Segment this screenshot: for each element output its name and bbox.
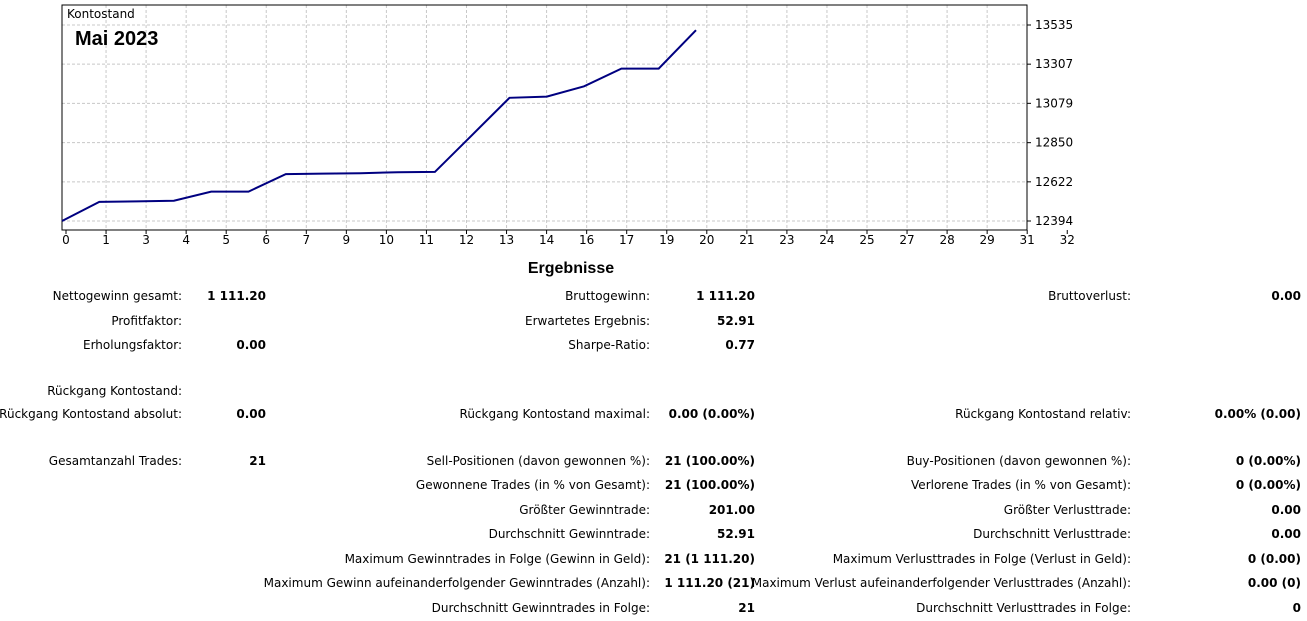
- x-tick-label: 10: [379, 233, 394, 247]
- average-consecutive-wins-label: Durchschnitt Gewinntrades in Folge:: [431, 601, 650, 615]
- max-consecutive-losses-label: Maximum Verlusttrades in Folge (Verlust …: [832, 552, 1131, 566]
- profit-trades-value: 21 (100.00%): [664, 478, 755, 492]
- total-trades-value: 21: [249, 454, 266, 468]
- x-tick-label: 31: [1020, 233, 1035, 247]
- largest-profit-trade-value: 201.00: [708, 503, 755, 517]
- loss-trades-label: Verlorene Trades (in % von Gesamt):: [911, 478, 1131, 492]
- expected-payoff-value: 52.91: [717, 314, 755, 328]
- x-tick-label: 32: [1060, 233, 1075, 247]
- gross-profit-label: Bruttogewinn:: [565, 289, 650, 303]
- x-tick-label: 21: [739, 233, 754, 247]
- balance-drawdown-absolute-value: 0.00: [236, 407, 266, 421]
- largest-loss-trade-label: Größter Verlusttrade:: [1003, 503, 1131, 517]
- expected-payoff-label: Erwartetes Ergebnis:: [524, 314, 650, 328]
- x-tick-label: 27: [899, 233, 914, 247]
- average-consecutive-losses-label: Durchschnitt Verlusttrades in Folge:: [916, 601, 1131, 615]
- x-tick-label: 0: [62, 233, 70, 247]
- average-consecutive-losses-value: 0: [1292, 601, 1301, 615]
- gross-loss-value: 0.00: [1271, 289, 1301, 303]
- x-tick-label: 6: [262, 233, 270, 247]
- x-tick-label: 9: [343, 233, 351, 247]
- x-tick-label: 7: [302, 233, 310, 247]
- average-profit-trade-label: Durchschnitt Gewinntrade:: [488, 527, 650, 541]
- x-tick-label: 23: [779, 233, 794, 247]
- x-tick-label: 14: [539, 233, 554, 247]
- balance-chart-svg: 0 1 3 4 5 6 7 9 10 11 12 13 14 16 17 19 20 21 23 24 25 27 28 29…: [61, 4, 1075, 247]
- max-consecutive-profit-label: Maximum Gewinn aufeinanderfolgender Gewi…: [263, 576, 650, 590]
- y-tick-label: 12394: [1035, 214, 1073, 228]
- balance-drawdown-maximal-value: 0.00 (0.00%): [668, 407, 755, 421]
- sharpe-ratio-label: Sharpe-Ratio:: [568, 338, 650, 352]
- x-tick-label: 12: [459, 233, 474, 247]
- sell-positions-value: 21 (100.00%): [664, 454, 755, 468]
- balance-drawdown-absolute-label: Rückgang Kontostand absolut:: [0, 407, 182, 421]
- y-tick-label: 13079: [1035, 96, 1073, 110]
- y-tick-label: 12850: [1035, 136, 1073, 150]
- x-tick-label: 16: [579, 233, 594, 247]
- net-profit-value: 1 111.20: [207, 289, 266, 303]
- profit-factor-label: Profitfaktor:: [111, 314, 182, 328]
- y-tick-label: 13535: [1035, 18, 1073, 32]
- y-tick-label: 12622: [1035, 175, 1073, 189]
- x-tick-label: 13: [499, 233, 514, 247]
- balance-line: [61, 29, 697, 222]
- x-tick-label: 19: [659, 233, 674, 247]
- x-tick-label: 3: [142, 233, 150, 247]
- plot-frame: [61, 4, 1028, 231]
- net-profit-label: Nettogewinn gesamt:: [52, 289, 182, 303]
- largest-loss-trade-value: 0.00: [1271, 503, 1301, 517]
- recovery-factor-label: Erholungsfaktor:: [82, 338, 182, 352]
- x-tick-label: 25: [859, 233, 874, 247]
- balance-drawdown-label: Rückgang Kontostand:: [47, 384, 182, 398]
- balance-chart: 0 1 3 4 5 6 7 9 10 11 12 13 14 16 17 19 20 21 23 24 25 27 28 29…: [0, 0, 1307, 250]
- buy-positions-label: Buy-Positionen (davon gewonnen %):: [906, 454, 1131, 468]
- max-consecutive-loss-value: 0.00 (0): [1247, 576, 1301, 590]
- sharpe-ratio-value: 0.77: [725, 338, 755, 352]
- gross-profit-value: 1 111.20: [696, 289, 755, 303]
- max-consecutive-loss-label: Maximum Verlust aufeinanderfolgender Ver…: [751, 576, 1131, 590]
- max-consecutive-profit-value: 1 111.20 (21): [664, 576, 755, 590]
- average-loss-trade-label: Durchschnitt Verlusttrade:: [973, 527, 1131, 541]
- balance-drawdown-maximal-label: Rückgang Kontostand maximal:: [459, 407, 650, 421]
- profit-trades-label: Gewonnene Trades (in % von Gesamt):: [415, 478, 650, 492]
- total-trades-label: Gesamtanzahl Trades:: [48, 454, 182, 468]
- buy-positions-value: 0 (0.00%): [1235, 454, 1301, 468]
- balance-drawdown-relative-label: Rückgang Kontostand relativ:: [955, 407, 1131, 421]
- y-tick-label: 13307: [1035, 57, 1073, 71]
- x-tick-label: 1: [102, 233, 110, 247]
- x-tick-label: 11: [419, 233, 434, 247]
- x-tick-label: 29: [980, 233, 995, 247]
- gross-loss-label: Bruttoverlust:: [1048, 289, 1131, 303]
- chart-period: Mai 2023: [75, 28, 159, 50]
- balance-drawdown-relative-value: 0.00% (0.00): [1214, 407, 1301, 421]
- chart-caption: Kontostand: [67, 7, 135, 21]
- loss-trades-value: 0 (0.00%): [1235, 478, 1301, 492]
- x-tick-label: 5: [222, 233, 230, 247]
- x-tick-label: 24: [819, 233, 834, 247]
- x-tick-label: 4: [182, 233, 190, 247]
- largest-profit-trade-label: Größter Gewinntrade:: [519, 503, 650, 517]
- x-tick-label: 28: [939, 233, 954, 247]
- average-loss-trade-value: 0.00: [1271, 527, 1301, 541]
- max-consecutive-wins-value: 21 (1 111.20): [664, 552, 755, 566]
- average-consecutive-wins-value: 21: [738, 601, 755, 615]
- max-consecutive-losses-value: 0 (0.00): [1247, 552, 1301, 566]
- average-profit-trade-value: 52.91: [717, 527, 755, 541]
- x-tick-label: 17: [619, 233, 634, 247]
- sell-positions-label: Sell-Positionen (davon gewonnen %):: [426, 454, 650, 468]
- max-consecutive-wins-label: Maximum Gewinntrades in Folge (Gewinn in…: [344, 552, 650, 566]
- recovery-factor-value: 0.00: [236, 338, 266, 352]
- x-tick-label: 20: [699, 233, 714, 247]
- results-title: Ergebnisse: [527, 260, 615, 277]
